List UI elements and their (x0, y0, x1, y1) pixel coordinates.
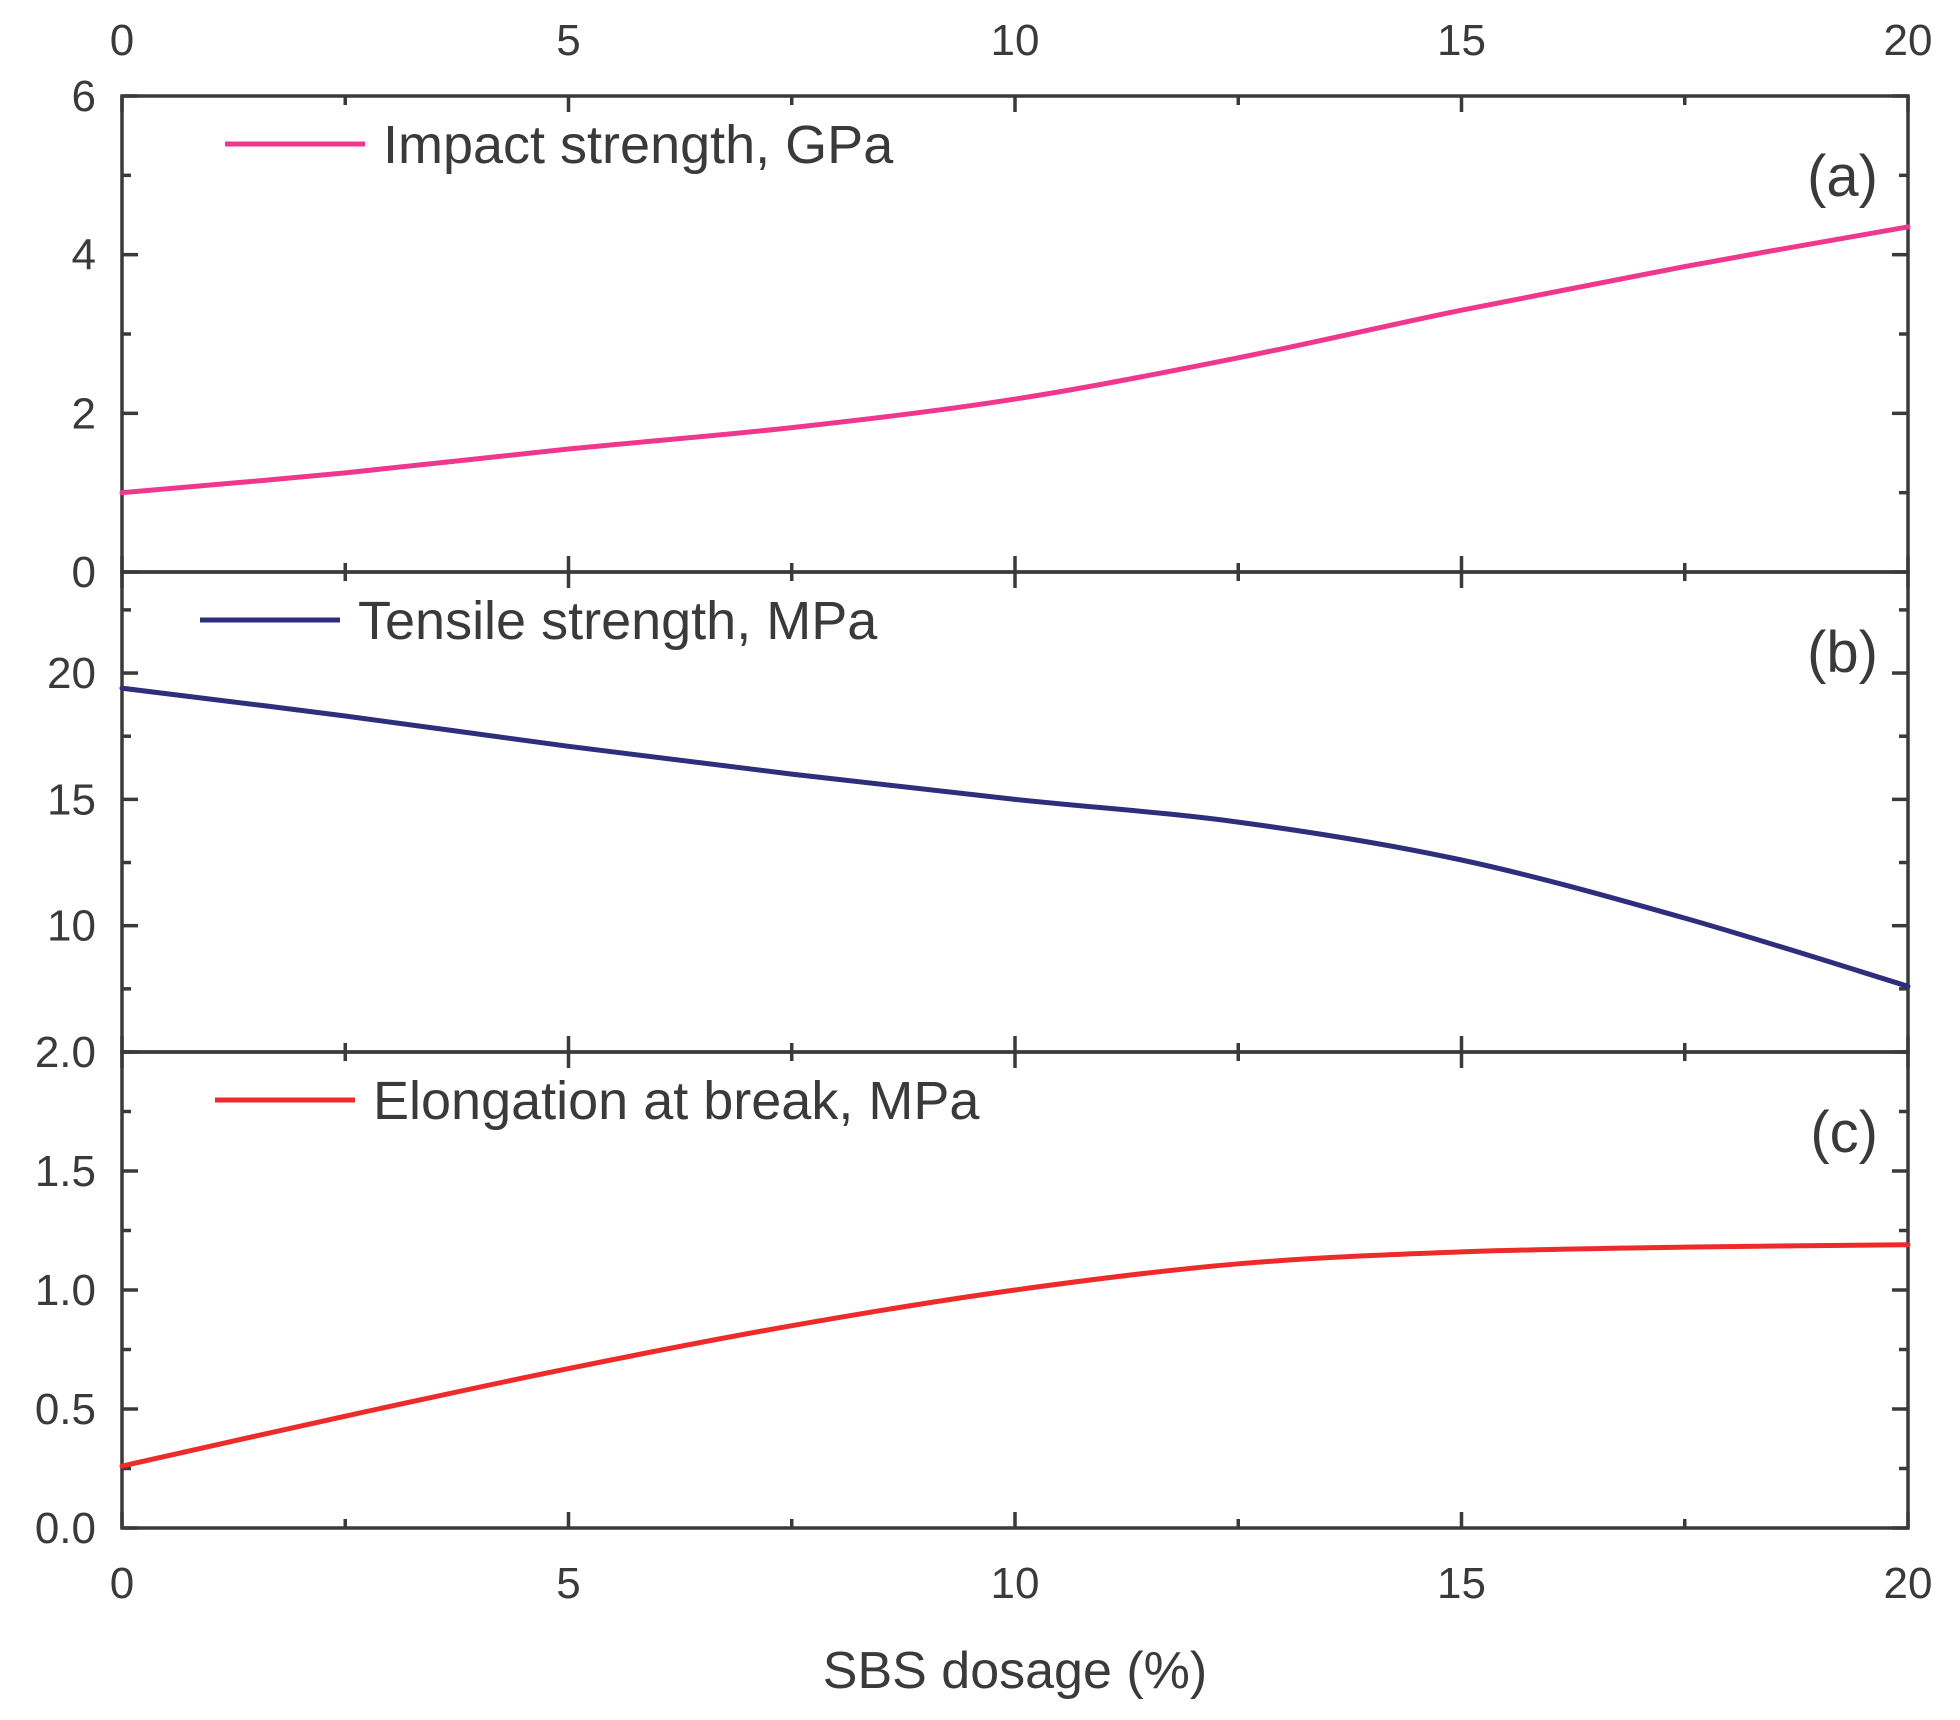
x-axis-title: SBS dosage (%) (823, 1642, 1207, 1700)
y-tick-label: 2.0 (35, 1028, 96, 1077)
x-tick-label-top: 20 (1884, 16, 1933, 65)
y-tick-label: 0 (72, 548, 96, 597)
y-tick-label: 2 (72, 389, 96, 438)
y-tick-label: 4 (72, 231, 96, 280)
y-tick-label: 10 (47, 902, 96, 951)
legend-label-2: Elongation at break, MPa (373, 1071, 980, 1131)
x-tick-label-top: 10 (991, 16, 1040, 65)
x-tick-label: 20 (1884, 1559, 1933, 1608)
y-tick-label: 6 (72, 72, 96, 121)
series-line-0 (119, 224, 1911, 496)
panel-tag-1: (b) (1807, 620, 1878, 685)
x-tick-label: 5 (556, 1559, 580, 1608)
y-tick-label: 0.5 (35, 1385, 96, 1434)
x-tick-label: 0 (110, 1559, 134, 1608)
x-tick-label: 15 (1437, 1559, 1486, 1608)
x-tick-label-top: 15 (1437, 16, 1486, 65)
panel-tag-2: (c) (1810, 1100, 1878, 1165)
y-tick-label: 15 (47, 775, 96, 824)
y-tick-label: 1.0 (35, 1266, 96, 1315)
y-tick-label: 0.0 (35, 1504, 96, 1553)
x-tick-label-top: 0 (110, 16, 134, 65)
series-line-1 (119, 685, 1911, 989)
y-tick-label: 20 (47, 649, 96, 698)
x-tick-label: 10 (991, 1559, 1040, 1608)
panel-tag-0: (a) (1807, 144, 1878, 209)
x-tick-label-top: 5 (556, 16, 580, 65)
series-line-2 (119, 1242, 1911, 1469)
legend-label-1: Tensile strength, MPa (358, 591, 878, 651)
legend-label-0: Impact strength, GPa (383, 115, 894, 175)
y-tick-label: 1.5 (35, 1147, 96, 1196)
